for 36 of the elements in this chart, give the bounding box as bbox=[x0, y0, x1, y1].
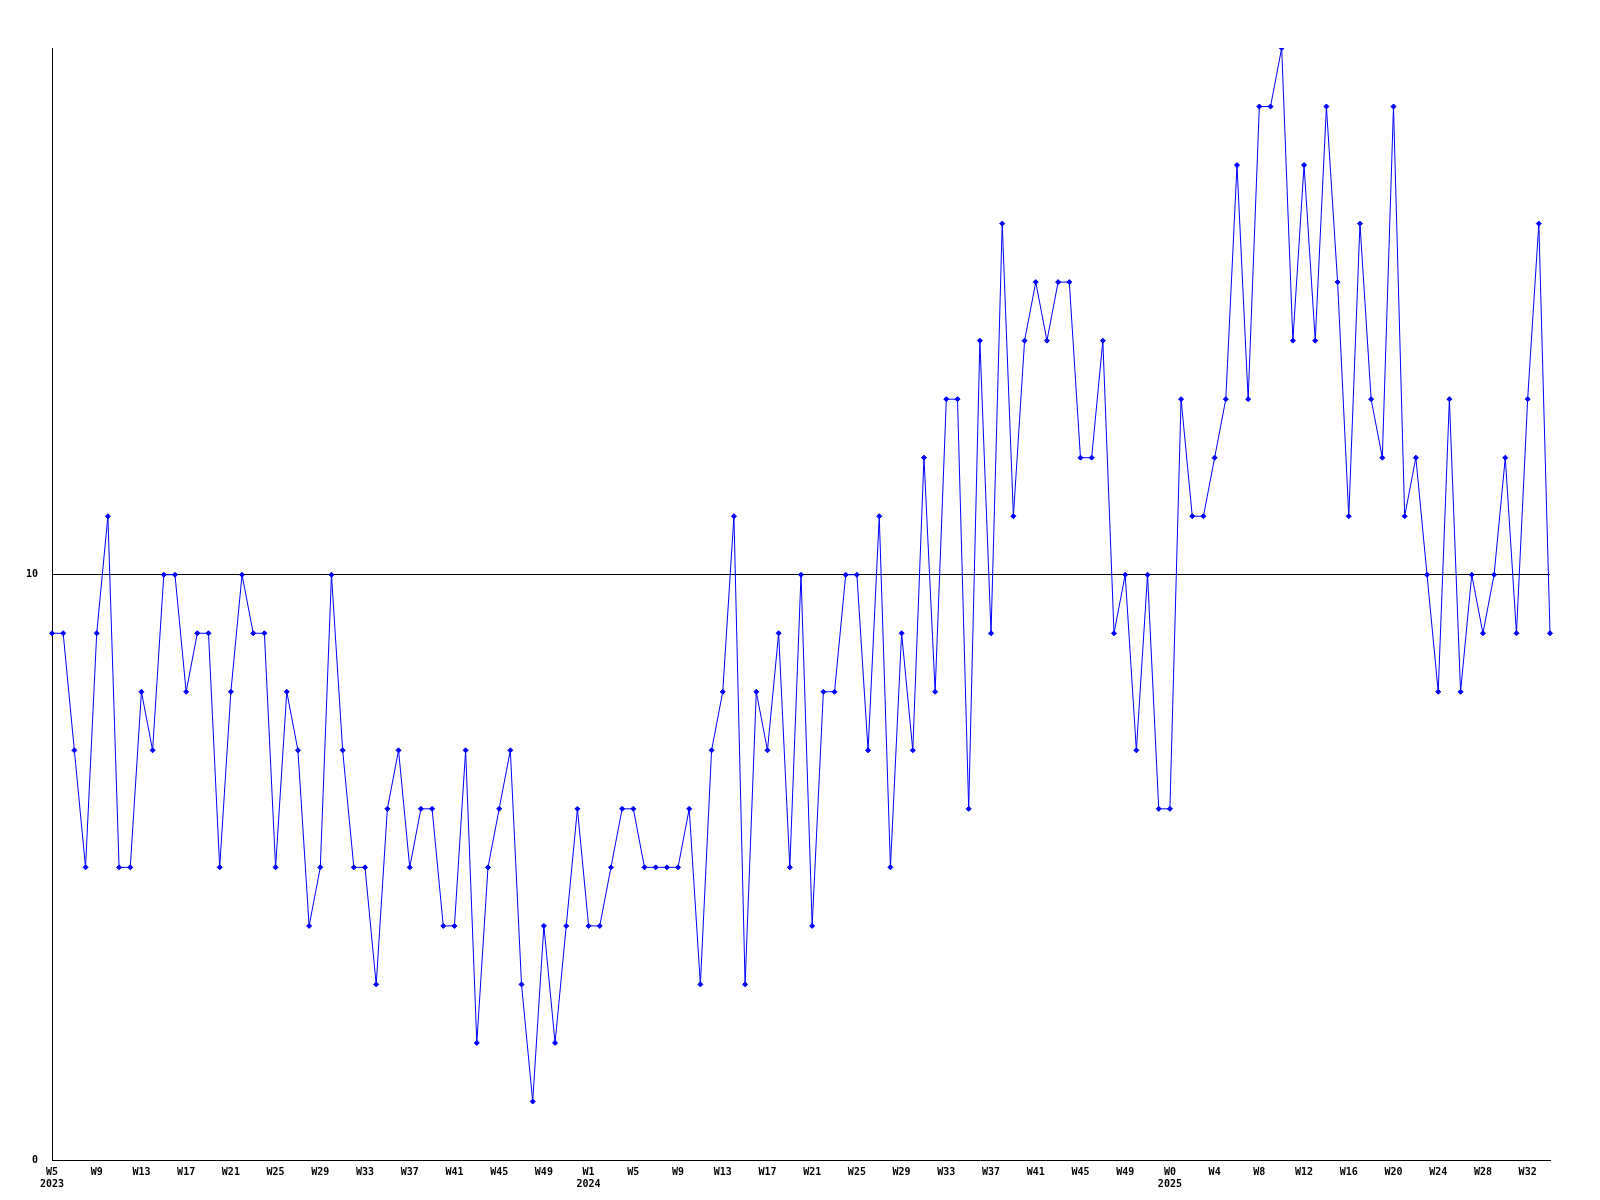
x-tick-label: W5 2023 bbox=[39, 1165, 65, 1189]
x-tick-label: W32 bbox=[1518, 1165, 1537, 1177]
x-tick-label: W9 bbox=[90, 1165, 103, 1177]
x-tick-label: W16 bbox=[1339, 1165, 1358, 1177]
x-tick-label: W13 bbox=[713, 1165, 732, 1177]
x-tick-label: W37 bbox=[982, 1165, 1001, 1177]
x-tick-label: W4 bbox=[1208, 1165, 1221, 1177]
x-tick-label: W5 bbox=[627, 1165, 640, 1177]
x-tick-label: W21 bbox=[803, 1165, 822, 1177]
x-tick-label: W45 bbox=[490, 1165, 509, 1177]
x-tick-label: W29 bbox=[311, 1165, 330, 1177]
x-tick-label: W24 bbox=[1429, 1165, 1448, 1177]
x-tick-label: W8 bbox=[1253, 1165, 1266, 1177]
x-tick-label: W49 bbox=[1116, 1165, 1135, 1177]
x-tick-label: W9 bbox=[672, 1165, 685, 1177]
x-tick-label: W17 bbox=[758, 1165, 777, 1177]
x-tick-label: W33 bbox=[937, 1165, 956, 1177]
x-tick-label: W45 bbox=[1071, 1165, 1090, 1177]
x-tick-label: W13 bbox=[132, 1165, 151, 1177]
y-tick-label: 10 bbox=[25, 568, 38, 580]
x-tick-label: W37 bbox=[400, 1165, 419, 1177]
x-tick-label: W0 2025 bbox=[1157, 1165, 1182, 1189]
x-tick-label: W28 bbox=[1473, 1165, 1492, 1177]
x-tick-label: W29 bbox=[892, 1165, 911, 1177]
x-tick-label: W49 bbox=[534, 1165, 553, 1177]
x-tick-label: W12 bbox=[1295, 1165, 1314, 1177]
x-tick-label: W41 bbox=[445, 1165, 464, 1177]
y-tick-label: 0 bbox=[31, 1153, 38, 1165]
x-tick-label: W41 bbox=[1026, 1165, 1045, 1177]
x-tick-label: W25 bbox=[266, 1165, 285, 1177]
x-tick-label: W20 bbox=[1384, 1165, 1403, 1177]
x-tick-label: W17 bbox=[177, 1165, 196, 1177]
x-tick-label: W21 bbox=[221, 1165, 240, 1177]
x-tick-label: W1 2024 bbox=[576, 1165, 601, 1189]
x-tick-label: W25 bbox=[847, 1165, 866, 1177]
x-tick-label: W33 bbox=[355, 1165, 375, 1177]
